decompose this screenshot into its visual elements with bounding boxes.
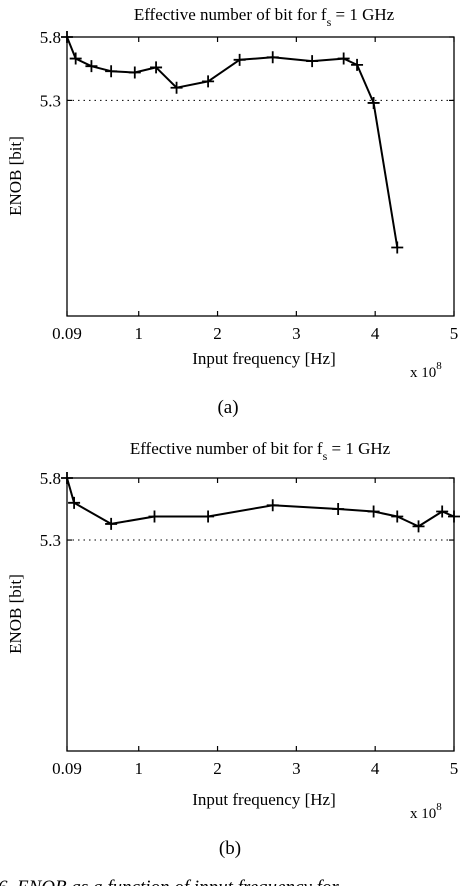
data-point-marker bbox=[233, 53, 246, 66]
data-point-marker bbox=[332, 503, 345, 516]
data-point-marker bbox=[391, 510, 404, 523]
x-axis-label-b: Input frequency [Hz] bbox=[192, 790, 336, 809]
data-point-marker bbox=[85, 60, 98, 73]
data-point-marker bbox=[148, 510, 161, 523]
data-point-marker bbox=[202, 510, 215, 523]
x-axis-multiplier-b: x 108 bbox=[410, 801, 442, 822]
x-tick-label: 2 bbox=[213, 324, 222, 343]
data-point-marker bbox=[266, 51, 279, 64]
gridlines-b bbox=[67, 477, 454, 541]
x-tick-label: 0.09 bbox=[52, 759, 82, 778]
data-point-marker bbox=[170, 81, 183, 94]
data-point-marker bbox=[150, 61, 163, 74]
y-tick-label: 5.3 bbox=[40, 531, 61, 550]
x-tick-label: 0.09 bbox=[52, 324, 82, 343]
y-tick-label: 5.8 bbox=[40, 28, 61, 47]
series-line bbox=[66, 36, 399, 248]
data-point-marker bbox=[351, 58, 364, 71]
data-point-marker bbox=[105, 517, 118, 530]
plot-frame-b bbox=[66, 477, 455, 752]
axis-ticks-a bbox=[66, 36, 455, 316]
series-b bbox=[61, 472, 460, 533]
chart-title-b: Effective number of bit for fs = 1 GHz bbox=[130, 439, 391, 463]
x-tick-labels-b: 0.09 1 2 3 4 5 bbox=[52, 759, 458, 778]
plot-frame-a bbox=[66, 36, 455, 317]
x-tick-label: 4 bbox=[371, 759, 380, 778]
data-point-marker bbox=[337, 52, 350, 65]
x-tick-label: 5 bbox=[450, 324, 459, 343]
x-tick-label: 3 bbox=[292, 759, 301, 778]
data-point-marker bbox=[202, 75, 215, 88]
series-line bbox=[66, 477, 455, 528]
x-tick-labels-a: 0.09 1 2 3 4 5 bbox=[52, 324, 458, 343]
chart-panel-b: Effective number of bit for fs = 1 GHz 0… bbox=[6, 439, 460, 859]
y-tick-label: 5.8 bbox=[40, 469, 61, 488]
gridlines-a bbox=[67, 36, 454, 101]
y-axis-label-a: ENOB [bit] bbox=[6, 136, 25, 216]
figure-caption-partial: 6. ENOB as a function of input frequency… bbox=[0, 877, 339, 886]
x-axis-label-a: Input frequency [Hz] bbox=[192, 349, 336, 368]
data-point-marker bbox=[128, 66, 141, 79]
data-point-marker bbox=[367, 505, 380, 518]
panel-caption-b: (b) bbox=[219, 838, 241, 859]
data-point-marker bbox=[436, 505, 449, 518]
x-tick-label: 1 bbox=[134, 324, 143, 343]
y-tick-labels-a: 5.3 5.8 bbox=[40, 28, 61, 110]
chart-panel-a: Effective number of bit for fs = 1 GHz 0… bbox=[6, 5, 458, 418]
data-point-marker bbox=[412, 520, 425, 533]
series-a bbox=[61, 31, 404, 254]
x-tick-label: 3 bbox=[292, 324, 301, 343]
axis-ticks-b bbox=[66, 477, 455, 751]
data-point-marker bbox=[266, 499, 279, 512]
x-tick-label: 4 bbox=[371, 324, 380, 343]
x-axis-multiplier-a: x 108 bbox=[410, 360, 442, 381]
y-tick-label: 5.3 bbox=[40, 91, 61, 110]
data-point-marker bbox=[391, 241, 404, 254]
x-tick-label: 2 bbox=[213, 759, 222, 778]
data-point-marker bbox=[367, 96, 380, 109]
panel-caption-a: (a) bbox=[217, 397, 238, 418]
chart-title-a: Effective number of bit for fs = 1 GHz bbox=[134, 5, 395, 29]
data-point-marker bbox=[105, 65, 118, 78]
y-axis-label-b: ENOB [bit] bbox=[6, 574, 25, 654]
x-tick-label: 1 bbox=[134, 759, 143, 778]
y-tick-labels-b: 5.3 5.8 bbox=[40, 469, 61, 550]
x-tick-label: 5 bbox=[450, 759, 459, 778]
data-point-marker bbox=[68, 496, 81, 509]
data-point-marker bbox=[69, 52, 82, 65]
data-point-marker bbox=[306, 55, 319, 68]
